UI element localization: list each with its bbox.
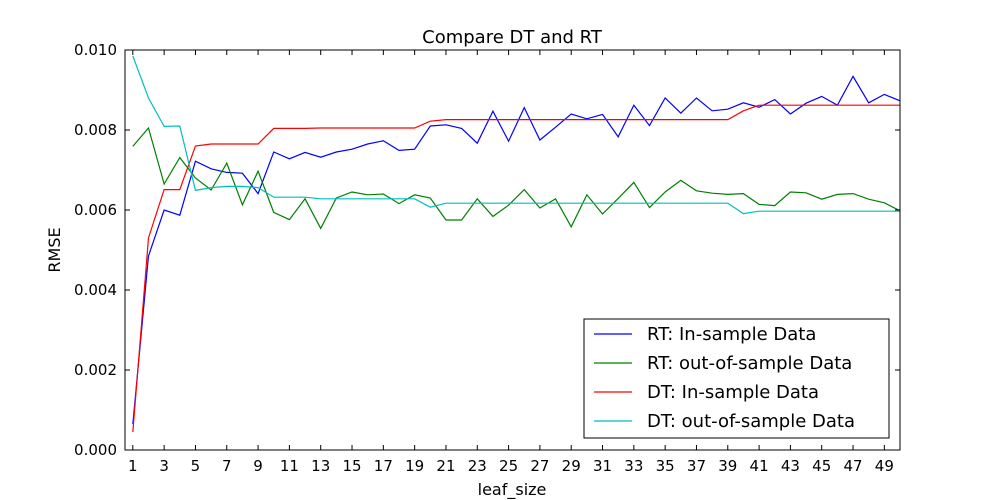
x-tick-label: 41: [750, 457, 769, 475]
x-tick-label: 21: [436, 457, 455, 475]
x-tick-label: 39: [718, 457, 737, 475]
chart-title: Compare DT and RT: [422, 27, 603, 48]
x-tick-label: 13: [311, 457, 330, 475]
legend-box: [583, 318, 890, 439]
legend: RT: In-sample Data RT: out-of-sample Data…: [583, 318, 890, 439]
x-tick-label: 15: [342, 457, 361, 475]
x-tick-label: 29: [562, 457, 581, 475]
series-line-2: [132, 126, 901, 230]
y-axis-label: RMSE: [45, 227, 64, 272]
x-tick-label: 23: [468, 457, 487, 475]
x-tick-label: 3: [159, 457, 169, 475]
x-tick-label: 33: [624, 457, 643, 475]
series-line-3: [132, 104, 900, 433]
legend-label-2: RT: out-of-sample Data: [647, 353, 852, 374]
x-tick-label: 37: [687, 457, 706, 475]
x-tick-label: 9: [253, 457, 263, 475]
x-tick-label: 45: [812, 457, 831, 475]
legend-label-3: DT: In-sample Data: [647, 382, 819, 403]
x-tick-label: 11: [280, 457, 299, 475]
series-line-4: [132, 55, 900, 215]
y-tick-label: 0.004: [74, 281, 117, 299]
y-tick-label: 0.006: [74, 201, 117, 219]
plot-area: 1 3 5 7 9 11 13 15 17 19 21 23 25 27 29 31 33 35 37 39 41 43 4…: [74, 41, 901, 475]
y-tick-label: 0.010: [74, 41, 117, 59]
x-tick-label: 1: [128, 457, 138, 475]
y-tick-label: 0.008: [74, 121, 117, 139]
x-tick-label: 25: [499, 457, 518, 475]
x-tick-label: 27: [530, 457, 549, 475]
x-axis-label: leaf_size: [478, 480, 547, 500]
x-tick-label: 47: [843, 457, 862, 475]
x-tick-label: 31: [593, 457, 612, 475]
x-tick-label: 35: [656, 457, 675, 475]
x-tick-label: 19: [405, 457, 424, 475]
plot-frame: [124, 49, 901, 451]
x-tick-label: 43: [781, 457, 800, 475]
x-tick-label: 5: [191, 457, 201, 475]
y-tick-label: 0.000: [74, 441, 117, 459]
x-tick-label: 17: [374, 457, 393, 475]
series-line-1: [132, 75, 901, 425]
legend-label-1: RT: In-sample Data: [647, 324, 816, 345]
legend-label-4: DT: out-of-sample Data: [647, 411, 855, 432]
y-tick-label: 0.002: [74, 361, 117, 379]
x-tick-label: 7: [222, 457, 232, 475]
x-tick-label: 49: [875, 457, 894, 475]
